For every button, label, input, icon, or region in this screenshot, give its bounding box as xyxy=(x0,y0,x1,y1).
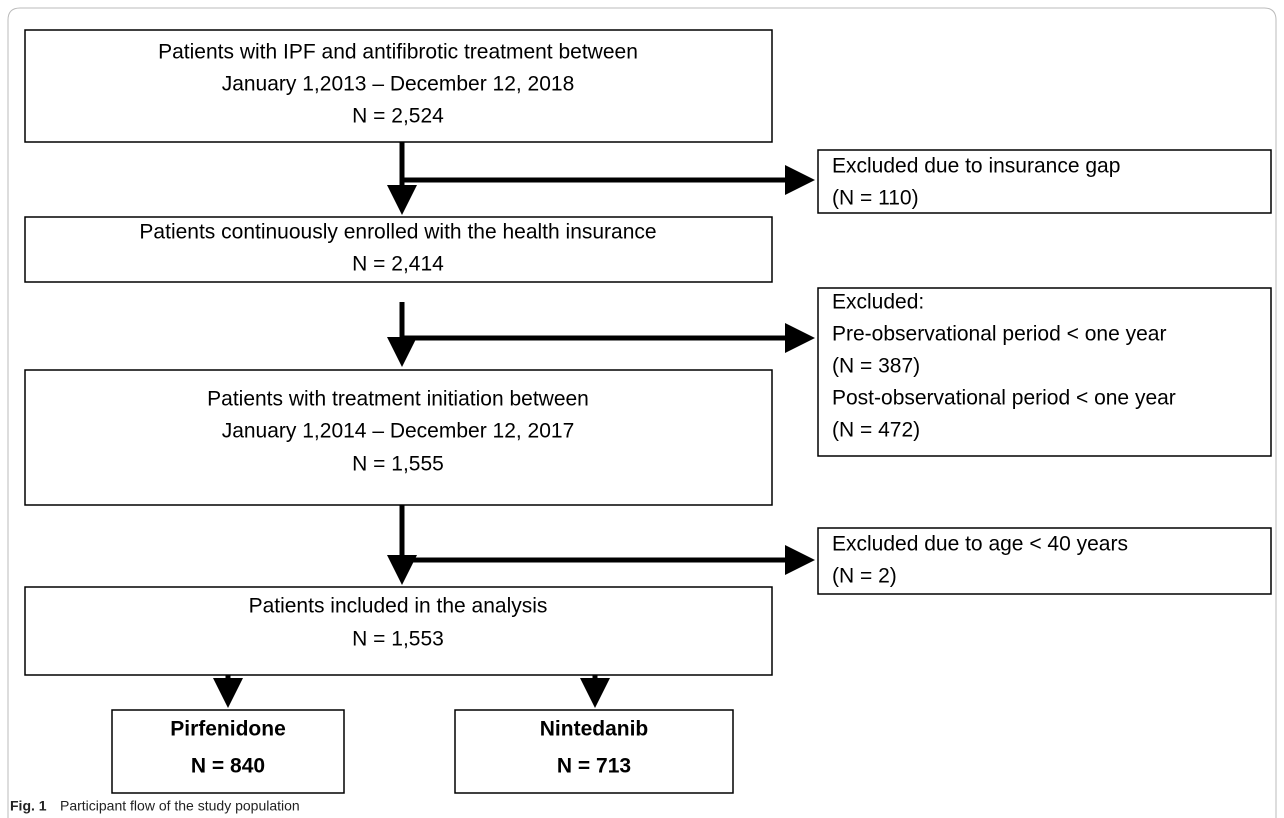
node-text: January 1,2014 – December 12, 2017 xyxy=(222,420,575,443)
node-text: N = 1,555 xyxy=(352,453,444,476)
exclusion-text: Excluded due to age < 40 years xyxy=(832,533,1128,556)
node-box xyxy=(24,29,773,143)
group-text: N = 713 xyxy=(557,755,631,778)
exclusion-box xyxy=(817,149,1272,214)
node-text: Patients with IPF and antifibrotic treat… xyxy=(158,41,638,64)
exclusion-text: (N = 2) xyxy=(832,565,897,588)
node-text: Patients continuously enrolled with the … xyxy=(139,221,656,244)
exclusion-box xyxy=(817,527,1272,595)
caption-label: Fig. 1 xyxy=(10,798,47,814)
exclusion-text: Post-observational period < one year xyxy=(832,387,1176,410)
exclusion-text: Excluded: xyxy=(832,291,924,314)
group-text: Nintedanib xyxy=(540,718,649,741)
node-text: N = 1,553 xyxy=(352,628,444,651)
node-text: N = 2,414 xyxy=(352,253,444,276)
exclusion-text: (N = 472) xyxy=(832,419,920,442)
group-box xyxy=(454,709,734,794)
node-box xyxy=(24,216,773,283)
exclusion-text: Pre-observational period < one year xyxy=(832,323,1166,346)
node-text: Patients with treatment initiation betwe… xyxy=(207,388,589,411)
node-box xyxy=(24,586,773,676)
caption-text: Participant flow of the study population xyxy=(60,798,300,814)
frame xyxy=(7,7,1277,818)
exclusion-text: Excluded due to insurance gap xyxy=(832,155,1120,178)
node-text: N = 2,524 xyxy=(352,105,444,128)
exclusion-text: (N = 387) xyxy=(832,355,920,378)
node-text: Patients included in the analysis xyxy=(249,595,548,618)
group-text: N = 840 xyxy=(191,755,265,778)
exclusion-box xyxy=(817,287,1272,457)
exclusion-text: (N = 110) xyxy=(832,187,919,210)
group-text: Pirfenidone xyxy=(170,718,286,741)
node-box xyxy=(24,369,773,506)
node-text: January 1,2013 – December 12, 2018 xyxy=(222,73,575,96)
group-box xyxy=(111,709,345,794)
